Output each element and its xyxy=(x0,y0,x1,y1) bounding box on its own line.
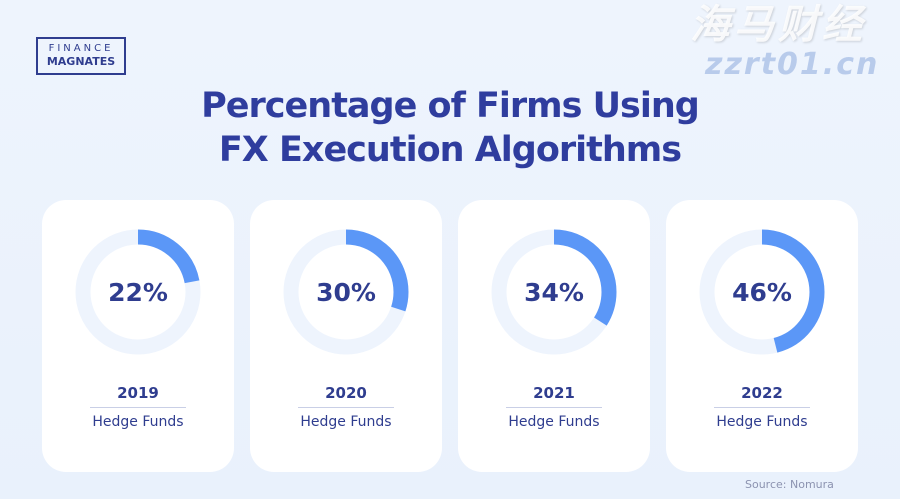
finance-magnates-logo: FINANCE MAGNATES xyxy=(36,37,126,75)
donut-card-2020: 30% 2020 Hedge Funds xyxy=(250,200,442,472)
category-label: Hedge Funds xyxy=(508,414,600,430)
watermark-cn: 海马财经 xyxy=(690,2,866,48)
year-label: 2019 xyxy=(117,384,159,402)
category-label: Hedge Funds xyxy=(92,414,184,430)
year-label: 2021 xyxy=(533,384,575,402)
title-line-2: FX Execution Algorithms xyxy=(218,130,682,170)
chart-title: Percentage of Firms Using FX Execution A… xyxy=(0,84,900,172)
percent-label: 22% xyxy=(108,278,168,307)
year-label: 2022 xyxy=(741,384,783,402)
donut-chart xyxy=(491,229,617,355)
divider xyxy=(90,407,186,408)
donut-segment xyxy=(699,229,825,355)
logo-line2: MAGNATES xyxy=(46,55,116,68)
donut-segment xyxy=(75,229,201,355)
donut-chart xyxy=(283,229,409,355)
donut-card-2019: 22% 2019 Hedge Funds xyxy=(42,200,234,472)
category-label: Hedge Funds xyxy=(300,414,392,430)
percent-label: 30% xyxy=(316,278,376,307)
title-line-1: Percentage of Firms Using xyxy=(201,86,700,126)
year-label: 2020 xyxy=(325,384,367,402)
divider xyxy=(506,407,602,408)
donut-segment xyxy=(283,229,409,355)
divider xyxy=(714,407,810,408)
donut-card-2021: 34% 2021 Hedge Funds xyxy=(458,200,650,472)
source-note: Source: Nomura xyxy=(745,478,834,491)
donut-card-2022: 46% 2022 Hedge Funds xyxy=(666,200,858,472)
divider xyxy=(298,407,394,408)
donut-chart xyxy=(699,229,825,355)
donut-chart xyxy=(75,229,201,355)
percent-label: 46% xyxy=(732,278,792,307)
percent-label: 34% xyxy=(524,278,584,307)
donut-segment xyxy=(491,229,617,355)
watermark-url: zzrt01.cn xyxy=(705,47,880,82)
logo-line1: FINANCE xyxy=(48,43,114,54)
category-label: Hedge Funds xyxy=(716,414,808,430)
